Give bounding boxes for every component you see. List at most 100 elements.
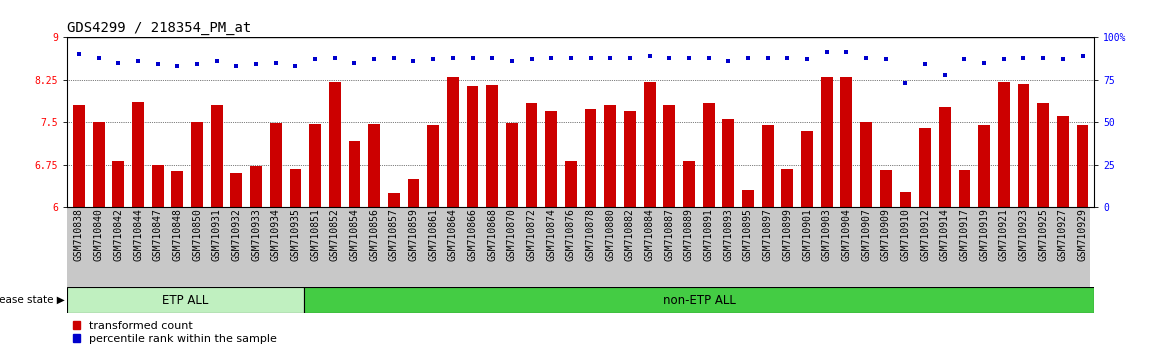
Point	[798, 56, 816, 62]
Bar	[565, 161, 577, 207]
Bar	[250, 166, 262, 207]
Bar	[683, 161, 695, 207]
Bar	[979, 125, 990, 207]
Bar	[152, 165, 163, 207]
Bar	[447, 77, 459, 207]
Point	[384, 55, 403, 61]
Bar	[1077, 125, 1089, 207]
Point	[1034, 55, 1053, 61]
Point	[778, 55, 797, 61]
Bar	[723, 119, 734, 207]
Point	[758, 55, 777, 61]
Legend: transformed count, percentile rank within the sample: transformed count, percentile rank withi…	[73, 321, 277, 344]
Bar	[191, 122, 203, 207]
Text: disease state ▶: disease state ▶	[0, 295, 65, 305]
Point	[286, 63, 305, 69]
Point	[837, 50, 856, 55]
Bar	[762, 125, 774, 207]
Bar	[585, 109, 596, 207]
Point	[444, 55, 462, 61]
Point	[857, 55, 875, 61]
Bar	[1038, 103, 1049, 207]
Point	[975, 60, 994, 65]
Bar	[230, 173, 242, 207]
Point	[404, 58, 423, 64]
Bar	[67, 287, 305, 313]
Bar	[782, 169, 793, 207]
Point	[365, 56, 383, 62]
Bar	[73, 105, 85, 207]
Point	[719, 58, 738, 64]
Point	[818, 50, 836, 55]
Point	[463, 55, 482, 61]
Bar	[742, 190, 754, 207]
Point	[168, 63, 186, 69]
Bar	[998, 82, 1010, 207]
Bar	[467, 86, 478, 207]
Point	[995, 56, 1013, 62]
Text: GDS4299 / 218354_PM_at: GDS4299 / 218354_PM_at	[67, 21, 251, 35]
Point	[1073, 53, 1092, 59]
Point	[660, 55, 679, 61]
Point	[877, 56, 895, 62]
Point	[601, 55, 620, 61]
Bar	[408, 179, 419, 207]
Point	[306, 56, 324, 62]
Bar	[309, 124, 321, 207]
Bar	[821, 77, 833, 207]
Bar	[880, 170, 892, 207]
Bar	[703, 103, 714, 207]
Point	[227, 63, 245, 69]
Point	[1054, 56, 1072, 62]
Bar	[939, 107, 951, 207]
Bar	[329, 82, 340, 207]
Point	[699, 55, 718, 61]
Point	[581, 55, 600, 61]
Point	[345, 60, 364, 65]
Point	[89, 55, 108, 61]
Point	[640, 53, 659, 59]
Bar	[290, 169, 301, 207]
Point	[896, 80, 915, 86]
Bar	[526, 103, 537, 207]
Point	[680, 55, 698, 61]
Bar	[1057, 116, 1069, 207]
Bar	[860, 122, 872, 207]
Point	[621, 55, 639, 61]
Point	[936, 72, 954, 78]
Text: non-ETP ALL: non-ETP ALL	[662, 293, 735, 307]
Bar	[270, 123, 281, 207]
Bar	[664, 105, 675, 207]
Bar	[305, 287, 1094, 313]
Point	[109, 60, 127, 65]
Bar	[1018, 84, 1029, 207]
Bar	[171, 171, 183, 207]
Bar	[112, 161, 124, 207]
Point	[542, 55, 560, 61]
Point	[522, 56, 541, 62]
Bar	[545, 111, 557, 207]
Point	[916, 62, 935, 67]
Point	[562, 55, 580, 61]
Bar	[67, 207, 1091, 301]
Point	[325, 55, 344, 61]
Bar	[644, 82, 655, 207]
Bar	[841, 77, 852, 207]
Bar	[486, 85, 498, 207]
Bar	[93, 122, 104, 207]
Bar	[919, 128, 931, 207]
Bar	[900, 192, 911, 207]
Bar	[132, 102, 144, 207]
Point	[188, 62, 206, 67]
Bar	[959, 170, 970, 207]
Bar	[349, 141, 360, 207]
Point	[129, 58, 147, 64]
Point	[207, 58, 226, 64]
Bar	[427, 125, 439, 207]
Bar	[604, 105, 616, 207]
Point	[503, 58, 521, 64]
Point	[483, 55, 501, 61]
Point	[424, 56, 442, 62]
Point	[955, 56, 974, 62]
Point	[1014, 55, 1033, 61]
